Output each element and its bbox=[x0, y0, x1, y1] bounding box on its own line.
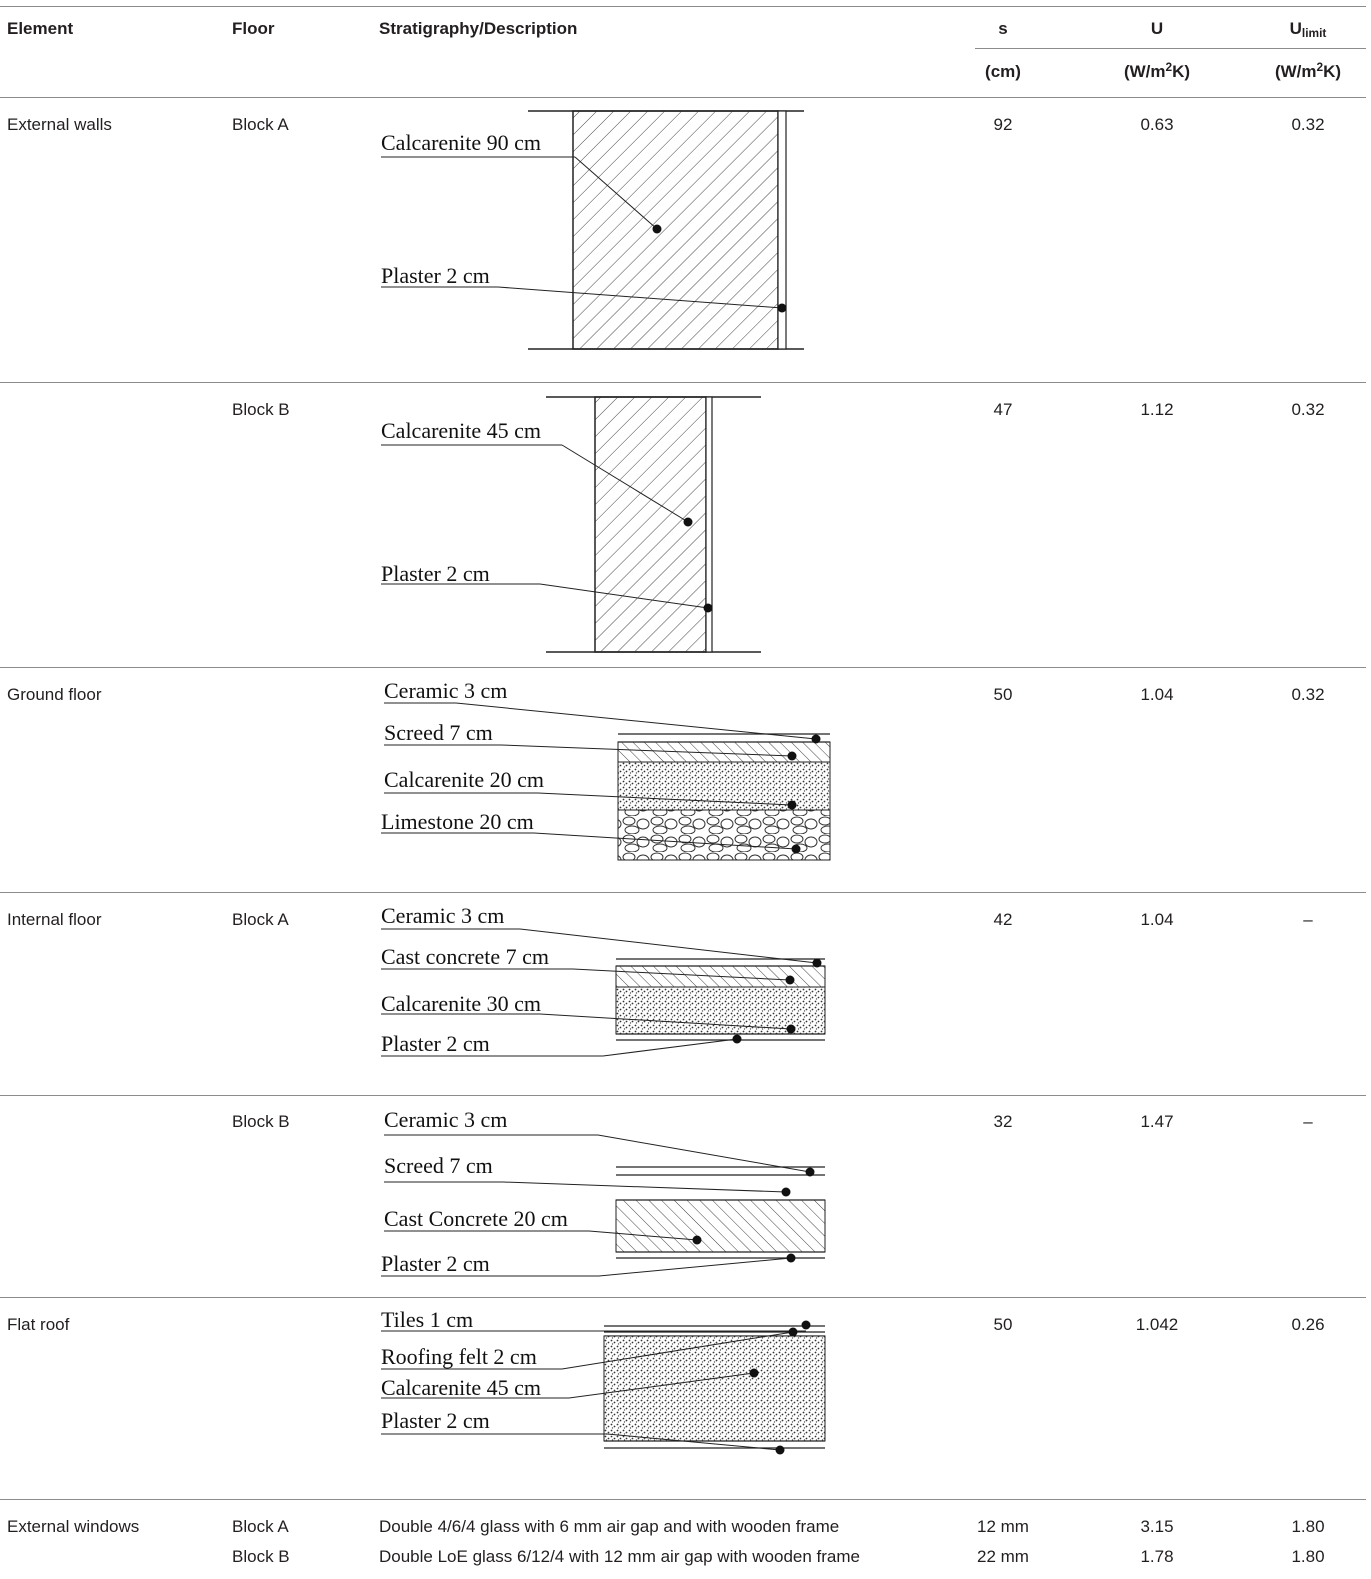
row-u-limit: 1.80 bbox=[1291, 1547, 1325, 1566]
row-element: External windows bbox=[7, 1517, 140, 1536]
layer-label: Limestone 20 cm bbox=[381, 809, 534, 834]
row-element: Flat roof bbox=[7, 1315, 70, 1334]
row-u-limit: – bbox=[1303, 1112, 1313, 1131]
layer-label: Cast concrete 7 cm bbox=[381, 944, 549, 969]
row-u-value: 1.12 bbox=[1140, 400, 1174, 419]
row-description: Double 4/6/4 glass with 6 mm air gap and… bbox=[379, 1517, 840, 1536]
row-u-value: 1.04 bbox=[1140, 910, 1174, 929]
row-thickness: 92 bbox=[993, 115, 1013, 134]
header-u-limit: Ulimit bbox=[1289, 19, 1327, 40]
row-u-value: 0.63 bbox=[1140, 115, 1174, 134]
header-s-unit: (cm) bbox=[985, 62, 1021, 81]
row-divider bbox=[0, 667, 1366, 668]
layer-label: Plaster 2 cm bbox=[381, 561, 490, 586]
layer-label: Roofing felt 2 cm bbox=[381, 1344, 537, 1369]
row-floor: Block B bbox=[232, 1112, 290, 1131]
header-u: U bbox=[1150, 19, 1164, 38]
row-divider bbox=[0, 892, 1366, 893]
layer-label: Calcarenite 90 cm bbox=[381, 130, 541, 155]
row-thickness: 22 mm bbox=[977, 1547, 1029, 1566]
row-divider bbox=[0, 1095, 1366, 1096]
row-u-limit: 0.26 bbox=[1291, 1315, 1325, 1334]
row-floor: Block A bbox=[232, 910, 289, 929]
header-floor: Floor bbox=[232, 19, 275, 38]
layer-label: Calcarenite 45 cm bbox=[381, 1375, 541, 1400]
stratigraphy-diagram-external-wall-b: Calcarenite 45 cm Plaster 2 cm bbox=[381, 396, 761, 653]
row-thickness: 50 bbox=[993, 685, 1013, 704]
header-bottom-rule bbox=[0, 97, 1366, 98]
row-thickness: 12 mm bbox=[977, 1517, 1029, 1536]
row-thickness: 42 bbox=[993, 910, 1013, 929]
layer-label: Calcarenite 20 cm bbox=[384, 767, 544, 792]
header-s: s bbox=[998, 19, 1008, 38]
header-u-unit: (W/m2K) bbox=[1123, 60, 1191, 81]
layer-label: Plaster 2 cm bbox=[381, 1031, 490, 1056]
row-element: Internal floor bbox=[7, 910, 102, 929]
row-element: External walls bbox=[7, 115, 112, 134]
layer-label: Tiles 1 cm bbox=[381, 1307, 473, 1332]
row-thickness: 50 bbox=[993, 1315, 1013, 1334]
row-floor: Block B bbox=[232, 1547, 290, 1566]
row-element: Ground floor bbox=[7, 685, 102, 704]
row-description: Double LoE glass 6/12/4 with 12 mm air g… bbox=[379, 1547, 860, 1566]
header-description: Stratigraphy/Description bbox=[379, 19, 578, 38]
row-thickness: 32 bbox=[993, 1112, 1013, 1131]
layer-label: Plaster 2 cm bbox=[381, 1251, 490, 1276]
row-divider bbox=[0, 382, 1366, 383]
layer-label: Ceramic 3 cm bbox=[384, 678, 507, 703]
header-u-limit-unit: (W/m2K) bbox=[1274, 60, 1342, 81]
row-floor: Block A bbox=[232, 115, 289, 134]
layer-label: Screed 7 cm bbox=[384, 720, 493, 745]
layer-label: Calcarenite 45 cm bbox=[381, 418, 541, 443]
row-u-value: 1.04 bbox=[1140, 685, 1174, 704]
row-u-limit: 0.32 bbox=[1291, 115, 1325, 134]
row-u-value: 1.78 bbox=[1140, 1547, 1174, 1566]
table-top-rule bbox=[0, 6, 1366, 7]
stratigraphy-diagram-external-wall-a: Calcarenite 90 cm Plaster 2 cm bbox=[381, 110, 804, 350]
stratigraphy-diagram-internal-floor-b: Ceramic 3 cm Screed 7 cm Cast Concrete 2… bbox=[381, 1107, 826, 1277]
row-u-limit: 0.32 bbox=[1291, 400, 1325, 419]
header-subrule bbox=[975, 48, 1366, 49]
row-floor: Block B bbox=[232, 400, 290, 419]
layer-label: Plaster 2 cm bbox=[381, 1408, 490, 1433]
row-u-value: 3.15 bbox=[1140, 1517, 1174, 1536]
row-u-limit: 0.32 bbox=[1291, 685, 1325, 704]
layer-label: Ceramic 3 cm bbox=[381, 903, 504, 928]
layer-label: Screed 7 cm bbox=[384, 1153, 493, 1178]
stratigraphy-diagram-flat-roof: Tiles 1 cm Roofing felt 2 cm Calcarenite… bbox=[381, 1307, 826, 1455]
row-u-value: 1.042 bbox=[1135, 1315, 1179, 1334]
stratigraphy-diagram-ground-floor: Ceramic 3 cm Screed 7 cm Calcarenite 20 … bbox=[381, 678, 831, 861]
stratigraphy-diagram-internal-floor-a: Ceramic 3 cm Cast concrete 7 cm Calcaren… bbox=[381, 903, 826, 1057]
row-u-limit: 1.80 bbox=[1291, 1517, 1325, 1536]
header-element: Element bbox=[7, 19, 74, 38]
row-floor: Block A bbox=[232, 1517, 289, 1536]
row-u-limit: – bbox=[1303, 910, 1313, 929]
row-u-value: 1.47 bbox=[1140, 1112, 1174, 1131]
row-divider bbox=[0, 1499, 1366, 1500]
row-divider bbox=[0, 1297, 1366, 1298]
layer-label: Cast Concrete 20 cm bbox=[384, 1206, 568, 1231]
layer-label: Calcarenite 30 cm bbox=[381, 991, 541, 1016]
layer-label: Plaster 2 cm bbox=[381, 263, 490, 288]
row-thickness: 47 bbox=[993, 400, 1013, 419]
layer-label: Ceramic 3 cm bbox=[384, 1107, 507, 1132]
